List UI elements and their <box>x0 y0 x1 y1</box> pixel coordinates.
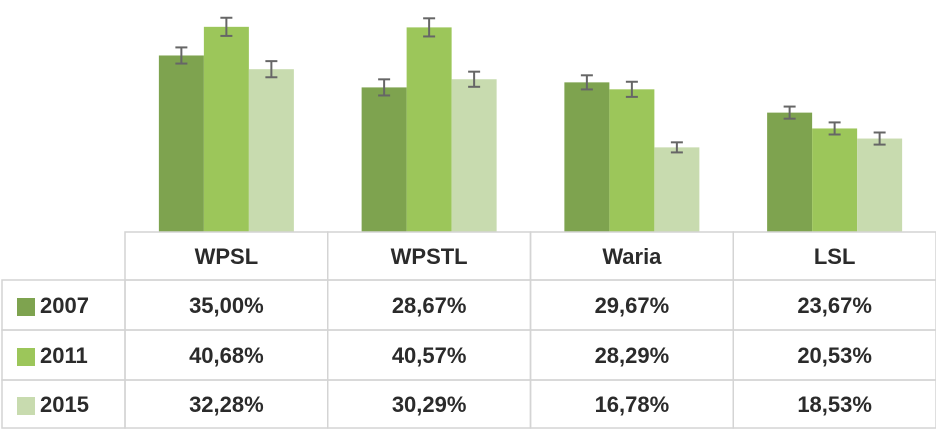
error-bar <box>265 60 278 79</box>
value-label: 28,29% <box>595 343 670 368</box>
value-label: 29,67% <box>595 293 670 318</box>
legend-label: 2011 <box>40 343 88 368</box>
error-bar <box>580 74 593 91</box>
value-label: 23,67% <box>797 293 872 318</box>
error-bar <box>783 105 796 120</box>
category-label: LSL <box>814 244 856 269</box>
error-bar <box>828 121 841 136</box>
value-label: 18,53% <box>797 392 872 417</box>
bar <box>857 138 903 232</box>
error-bar <box>670 141 683 154</box>
error-bar <box>220 16 233 37</box>
bar <box>361 87 407 233</box>
error-bar <box>175 46 188 65</box>
error-bar <box>625 80 638 98</box>
value-label: 30,29% <box>392 392 467 417</box>
bar <box>248 69 294 232</box>
legend-swatch <box>17 298 35 316</box>
value-label: 20,53% <box>797 343 872 368</box>
table-cell <box>732 379 936 429</box>
legend-label: 2015 <box>40 392 89 417</box>
bar <box>654 147 700 232</box>
legend-swatch <box>17 397 35 415</box>
bar <box>812 128 858 232</box>
legend-label: 2007 <box>40 293 89 318</box>
category-label: WPSL <box>195 244 259 269</box>
bar <box>406 27 452 232</box>
value-label: 32,28% <box>189 392 264 417</box>
value-label: 35,00% <box>189 293 264 318</box>
bar <box>609 89 655 232</box>
value-label: 16,78% <box>595 392 670 417</box>
category-label: Waria <box>602 244 662 269</box>
category-label: WPSTL <box>391 244 468 269</box>
bar <box>564 82 610 232</box>
error-bar <box>423 17 436 38</box>
error-bar <box>873 131 886 146</box>
error-bar <box>378 78 391 97</box>
value-label: 40,68% <box>189 343 264 368</box>
bar <box>158 55 204 233</box>
value-label: 40,57% <box>392 343 467 368</box>
value-label: 28,67% <box>392 293 467 318</box>
bar <box>767 112 813 232</box>
error-bar <box>468 70 481 88</box>
legend-swatch <box>17 348 35 366</box>
bar <box>203 26 249 233</box>
bar <box>451 79 497 233</box>
